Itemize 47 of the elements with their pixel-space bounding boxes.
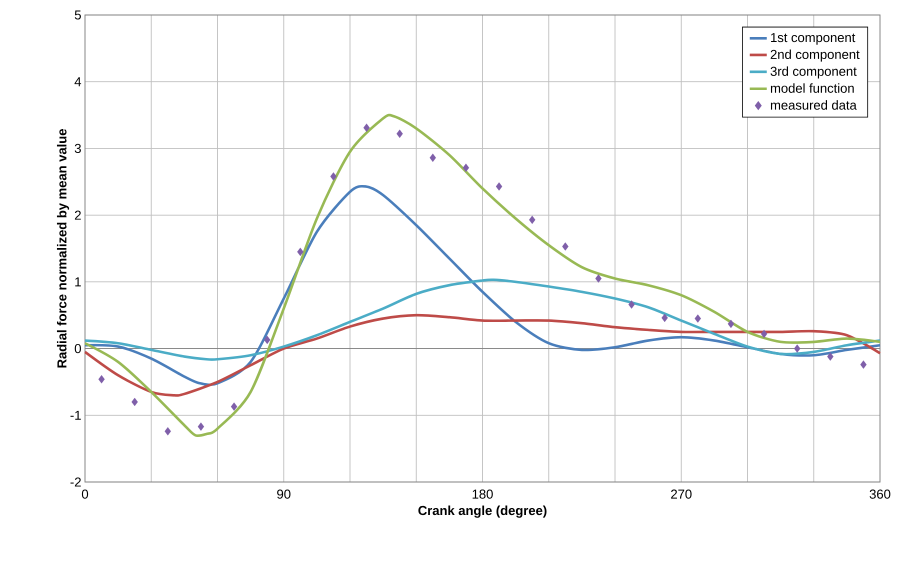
x-tick-label: 360 xyxy=(870,490,890,499)
y-tick-label: -1 xyxy=(70,410,81,420)
point xyxy=(694,314,702,323)
x-tick-label: 180 xyxy=(472,490,493,499)
point xyxy=(860,360,867,369)
point xyxy=(264,336,270,344)
y-tick-label: 3 xyxy=(74,144,81,154)
y-tick-label: 2 xyxy=(74,210,81,220)
point xyxy=(396,130,403,138)
y-tick-label: -2 xyxy=(70,477,81,487)
x-tick-label: 90 xyxy=(277,490,290,499)
point xyxy=(827,352,834,361)
point xyxy=(728,320,734,328)
x-axis-title: Crank angle (degree) xyxy=(418,506,547,518)
y-tick-label: 1 xyxy=(75,277,81,286)
point xyxy=(562,242,569,251)
line-series xyxy=(84,278,882,361)
legend-label: measured data xyxy=(770,100,857,110)
legend-label: 3rd component xyxy=(770,66,857,79)
y-axis-title: Radial force normalized by mean value xyxy=(56,129,70,368)
point xyxy=(760,330,768,338)
point xyxy=(363,124,370,132)
point xyxy=(132,398,138,406)
line-series xyxy=(84,114,882,437)
legend-label: model function xyxy=(770,83,854,93)
point xyxy=(496,182,502,191)
line-series xyxy=(84,314,882,397)
point xyxy=(529,216,536,224)
y-tick-label: 0 xyxy=(74,344,81,354)
point xyxy=(595,274,602,283)
point xyxy=(794,344,800,353)
point xyxy=(297,248,304,256)
legend-label: 1st component xyxy=(771,33,856,45)
y-tick-label: 5 xyxy=(74,10,81,20)
point xyxy=(430,154,436,162)
x-tick-label: 0 xyxy=(82,490,88,499)
point xyxy=(98,375,105,384)
y-tick-label: 4 xyxy=(74,77,82,86)
legend-label: 2nd component xyxy=(770,49,860,62)
point xyxy=(628,300,635,309)
point xyxy=(164,427,171,436)
point xyxy=(198,422,204,431)
point xyxy=(230,402,238,411)
point xyxy=(462,164,470,172)
x-tick-label: 270 xyxy=(671,490,692,499)
point xyxy=(330,172,337,181)
point xyxy=(662,314,668,322)
